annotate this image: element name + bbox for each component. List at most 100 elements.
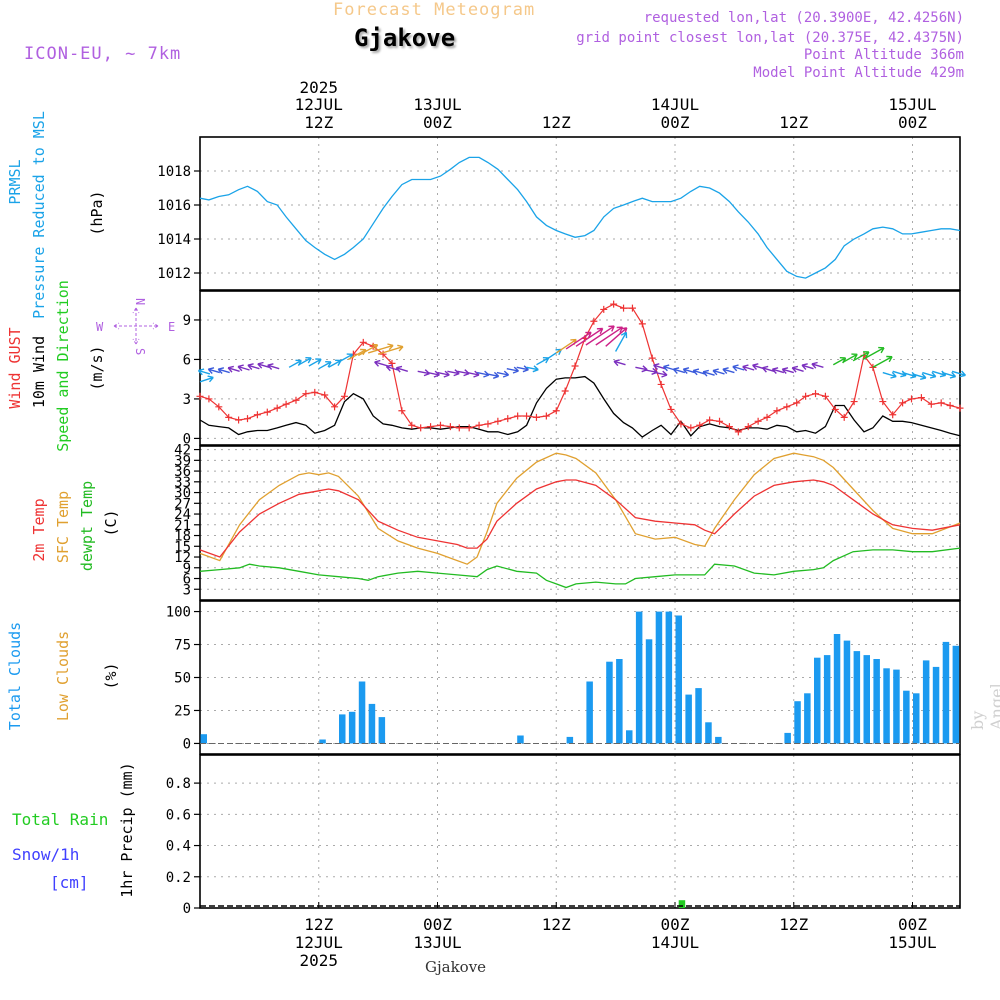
wind-arrow	[437, 370, 450, 378]
cloud-bar	[616, 659, 623, 744]
wind-arrow	[732, 364, 745, 372]
gust-marker	[946, 402, 954, 410]
cloud-bar	[685, 694, 692, 744]
panel-frame-clouds	[199, 600, 961, 755]
ytick-label: 0.2	[166, 870, 191, 886]
gust-marker	[446, 423, 454, 431]
cloud-bar	[952, 645, 960, 744]
gust-marker	[831, 405, 839, 413]
cloud-bar	[358, 681, 366, 744]
wind-gust-line	[199, 303, 961, 433]
gust-marker	[667, 405, 675, 413]
wind-arrow	[257, 361, 270, 369]
pressure-line	[199, 156, 961, 279]
wind-arrow	[811, 361, 824, 369]
top-axis-hour: 12Z	[304, 113, 333, 132]
rain-bar	[678, 900, 686, 908]
cloud-bar	[339, 714, 346, 744]
label-sfc-temp: SFC Temp	[54, 491, 72, 563]
wind-arrow	[506, 366, 519, 374]
gust-marker	[802, 392, 810, 400]
wind-arrow	[199, 375, 214, 383]
bottom-axis-hour: 12Z	[779, 915, 808, 934]
gust-marker	[657, 380, 665, 388]
gust-marker	[956, 404, 964, 412]
wind-arrow	[635, 365, 648, 373]
wind-arrow	[308, 358, 322, 367]
gust-marker	[628, 304, 636, 312]
ytick-label: 1014	[157, 232, 191, 248]
wind-arrow	[872, 355, 893, 368]
gust-marker	[475, 421, 483, 429]
ytick-label: 0.6	[166, 807, 191, 823]
gust-marker	[734, 428, 742, 436]
top-axis-date: 12JUL	[295, 95, 343, 114]
ytick-label: 1016	[157, 198, 191, 214]
ytick-label: 1012	[157, 266, 191, 282]
wind-arrow	[882, 371, 897, 379]
cloud-bar	[665, 611, 673, 744]
gust-marker	[436, 421, 444, 429]
bottom-axis-hour: 00Z	[898, 915, 927, 934]
wind-arrow	[367, 343, 394, 354]
cloud-bar	[873, 659, 880, 744]
gust-marker	[273, 404, 281, 412]
gust-marker	[331, 403, 339, 411]
wind-arrow	[267, 363, 280, 370]
wind-arrow	[941, 371, 957, 379]
wind-arrow	[801, 363, 814, 370]
ytick-label: 50	[174, 671, 191, 687]
wind-arrow	[575, 327, 604, 347]
wind-arrow	[842, 353, 858, 363]
gust-marker	[677, 420, 685, 428]
label-low-clouds: Low Clouds	[54, 631, 72, 721]
ytick-label: 6	[183, 572, 191, 588]
gust-marker	[754, 417, 762, 425]
top-axis-hour: 00Z	[661, 113, 690, 132]
location-title: Gjakove	[354, 24, 456, 52]
gust-marker	[532, 413, 540, 421]
wind-arrow	[771, 367, 785, 374]
ytick-label: 12	[174, 550, 191, 566]
ytick-label: 0.8	[166, 776, 191, 792]
panel-frame-precip	[199, 754, 961, 909]
gust-marker	[744, 423, 752, 431]
ytick-label: 36	[174, 464, 191, 480]
label-wind-gust: Wind GUST	[6, 327, 24, 408]
ytick-label: 0	[183, 431, 191, 447]
gust-marker	[917, 394, 925, 402]
top-axis-hour: 00Z	[898, 113, 927, 132]
bottom-axis-hour: 00Z	[661, 915, 690, 934]
gust-marker	[850, 398, 858, 406]
cloud-bar	[833, 634, 841, 744]
ytick-label: 3	[183, 392, 191, 408]
gust-marker	[648, 354, 656, 362]
label-total-clouds: Total Clouds	[6, 622, 24, 730]
temp-2m-line	[199, 479, 961, 558]
ytick-label: 0.4	[166, 839, 191, 855]
bottom-axis-date: 13JUL	[413, 933, 461, 952]
gust-marker	[514, 412, 522, 420]
top-axis-hour: 00Z	[423, 113, 452, 132]
gust-marker	[725, 423, 733, 431]
ytick-label: 6	[183, 352, 191, 368]
cloud-bar	[814, 657, 821, 744]
cloud-bar	[626, 730, 633, 744]
ytick-label: 25	[174, 703, 191, 719]
gust-marker	[706, 416, 714, 424]
gust-marker	[253, 411, 261, 419]
label-snow: Snow/1h	[12, 845, 79, 864]
wind-arrow	[712, 368, 725, 376]
label-10m-wind: 10m Wind	[30, 336, 48, 408]
gust-marker	[321, 391, 329, 399]
gust-marker	[398, 407, 406, 415]
cloud-bar	[932, 666, 940, 744]
wind-arrow	[832, 357, 847, 366]
label-prmsl: PRMSL	[6, 159, 24, 204]
wind-arrow	[374, 359, 389, 367]
cloud-bar	[843, 640, 851, 744]
cloud-bar	[823, 655, 831, 744]
cloud-bar	[922, 660, 930, 744]
meteogram-title: Forecast Meteogram	[333, 0, 536, 20]
